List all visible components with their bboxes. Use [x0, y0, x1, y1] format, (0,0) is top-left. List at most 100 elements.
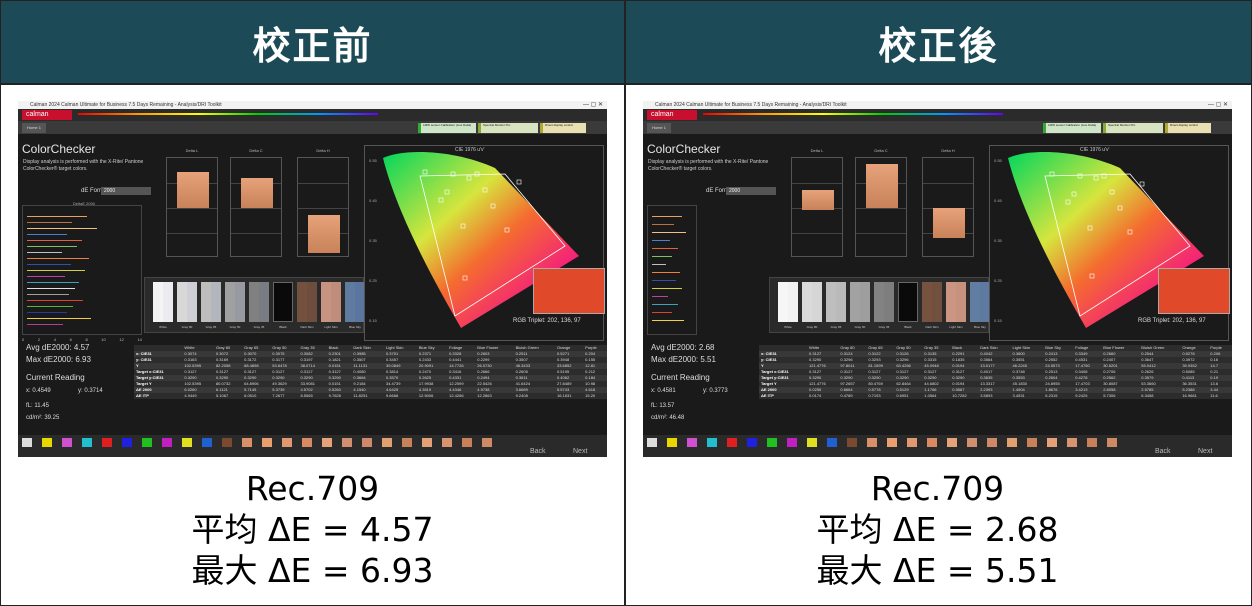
table-cell: 0.1821 — [326, 357, 352, 363]
patch-swatch[interactable] — [402, 438, 412, 447]
patch-swatch[interactable] — [262, 438, 272, 447]
table-row: Target x:CIE31 0.3127 0.3127 0.3127 0.3127 0.… — [759, 369, 1232, 375]
patch-swatch[interactable] — [142, 438, 152, 447]
patch-swatch[interactable] — [282, 438, 292, 447]
patch-swatch[interactable] — [1027, 438, 1037, 447]
table-cell: 0.3579 — [1139, 375, 1181, 381]
patch-swatch[interactable] — [122, 438, 132, 447]
patch-swatch[interactable] — [727, 438, 737, 447]
table-cell: 0.6951 — [894, 393, 923, 399]
table-header-cell: Purple — [1208, 345, 1232, 351]
table-cell: 15.20 — [583, 393, 607, 399]
patch-swatch[interactable] — [887, 438, 897, 447]
table-cell: 5.3739 — [270, 387, 299, 393]
table-cell: 0.3315 — [922, 357, 951, 363]
cie-chromaticity-chart: CIE 1976 u'v' — [989, 145, 1230, 341]
patch-swatch[interactable] — [687, 438, 697, 447]
patch-swatch[interactable] — [707, 438, 717, 447]
table-header-cell: Gray 80 — [838, 345, 867, 351]
table-row-label: ΔE 2000 — [134, 387, 183, 393]
table-cell: 4.618 — [583, 387, 607, 393]
device-display[interactable]: Direct display control — [1165, 123, 1211, 133]
patch-swatch[interactable] — [1087, 438, 1097, 447]
patch-swatch[interactable] — [162, 438, 172, 447]
table-cell: 0.0255 — [807, 387, 839, 393]
patch-swatch[interactable] — [867, 438, 877, 447]
table-header-cell: Dark Skin — [351, 345, 384, 351]
table-cell: 0.3408 — [1073, 369, 1102, 375]
patch-swatch[interactable] — [442, 438, 452, 447]
patch-swatch[interactable] — [482, 438, 492, 447]
patch-swatch[interactable] — [847, 438, 857, 447]
back-button[interactable]: Back — [1155, 448, 1171, 455]
patch-swatch[interactable] — [62, 438, 72, 447]
table-cell: 0.3127 — [182, 369, 214, 375]
table-cell: 102.5395 — [182, 363, 214, 369]
next-button[interactable]: Next — [573, 448, 588, 455]
window-controls[interactable]: — ▢ ✕ — [1207, 102, 1228, 108]
patch-swatch[interactable] — [647, 438, 657, 447]
patch-swatch[interactable] — [82, 438, 92, 447]
table-cell: 97.2657 — [838, 381, 867, 387]
patch-swatch[interactable] — [1067, 438, 1077, 447]
device-display[interactable]: Direct display control — [540, 123, 586, 133]
patch-swatch[interactable] — [462, 438, 472, 447]
table-row-label: Target Y — [134, 381, 183, 387]
patch-swatch[interactable] — [927, 438, 937, 447]
tab-home[interactable]: Home 1 — [647, 123, 671, 133]
device-meter[interactable]: LMW sensor Calibration (Live Delta) — [1043, 123, 1101, 133]
table-row: Y 102.5395 82.2058 68.4898 53.6478 38.0714 0.0… — [134, 363, 607, 369]
patch-swatch[interactable] — [422, 438, 432, 447]
patch-swatch[interactable] — [987, 438, 997, 447]
patch-swatch[interactable] — [807, 438, 817, 447]
next-button[interactable]: Next — [1198, 448, 1213, 455]
device-source[interactable]: Spectral Monitor Pro — [1103, 123, 1163, 133]
table-cell: 0.3647 — [1139, 357, 1181, 363]
patch-swatch[interactable] — [102, 438, 112, 447]
table-cell: 34.4739 — [383, 381, 417, 387]
table-cell: 3.4531 — [1010, 393, 1044, 399]
patch-swatch[interactable] — [242, 438, 252, 447]
tab-home[interactable]: Home 1 — [22, 123, 46, 133]
table-cell: 6.0510 — [242, 393, 271, 399]
patch-swatch[interactable] — [827, 438, 837, 447]
patch-swatch[interactable] — [362, 438, 372, 447]
table-cell: 63.4256 — [894, 363, 923, 369]
patch-swatch[interactable] — [382, 438, 392, 447]
patch-swatch[interactable] — [967, 438, 977, 447]
patch-swatch[interactable] — [947, 438, 957, 447]
table-cell: 0.2603 — [475, 351, 514, 357]
table-cell: 0.212 — [583, 369, 607, 375]
patch-swatch[interactable] — [787, 438, 797, 447]
de-formula-select[interactable]: 2000 — [101, 187, 151, 195]
table-cell: 0.3972 — [1180, 357, 1209, 363]
patch-swatch[interactable] — [907, 438, 917, 447]
patch-swatch[interactable] — [222, 438, 232, 447]
patch-swatch[interactable] — [182, 438, 192, 447]
patch-swatch[interactable] — [342, 438, 352, 447]
table-header-cell — [134, 345, 183, 351]
table-cell: 0.4042 — [978, 351, 1011, 357]
back-button[interactable]: Back — [530, 448, 546, 455]
patch-swatch[interactable] — [667, 438, 677, 447]
patch-swatch[interactable] — [1007, 438, 1017, 447]
window-controls[interactable]: — ▢ ✕ — [582, 102, 603, 108]
de-formula-select[interactable]: 2000 — [726, 187, 776, 195]
patch-swatch[interactable] — [302, 438, 312, 447]
device-source[interactable]: Spectral Monitor Pro — [478, 123, 538, 133]
table-header-cell: Foliage — [1073, 345, 1102, 351]
table-cell: 0.3070 — [242, 351, 271, 357]
patch-swatch[interactable] — [202, 438, 212, 447]
patch-swatch[interactable] — [767, 438, 777, 447]
delta-c-title: Delta C — [249, 148, 263, 153]
patch-swatch[interactable] — [1107, 438, 1117, 447]
device-meter[interactable]: LMW sensor Calibration (Live Delta) — [418, 123, 476, 133]
patch-swatch[interactable] — [22, 438, 32, 447]
patch-swatch[interactable] — [747, 438, 757, 447]
patch-swatch[interactable] — [42, 438, 52, 447]
patch-swatch[interactable] — [1047, 438, 1057, 447]
table-row-label: Target Y — [759, 381, 808, 387]
table-cell: 2.8058 — [1101, 387, 1140, 393]
patch-swatch[interactable] — [322, 438, 332, 447]
table-header-cell: White — [807, 345, 839, 351]
